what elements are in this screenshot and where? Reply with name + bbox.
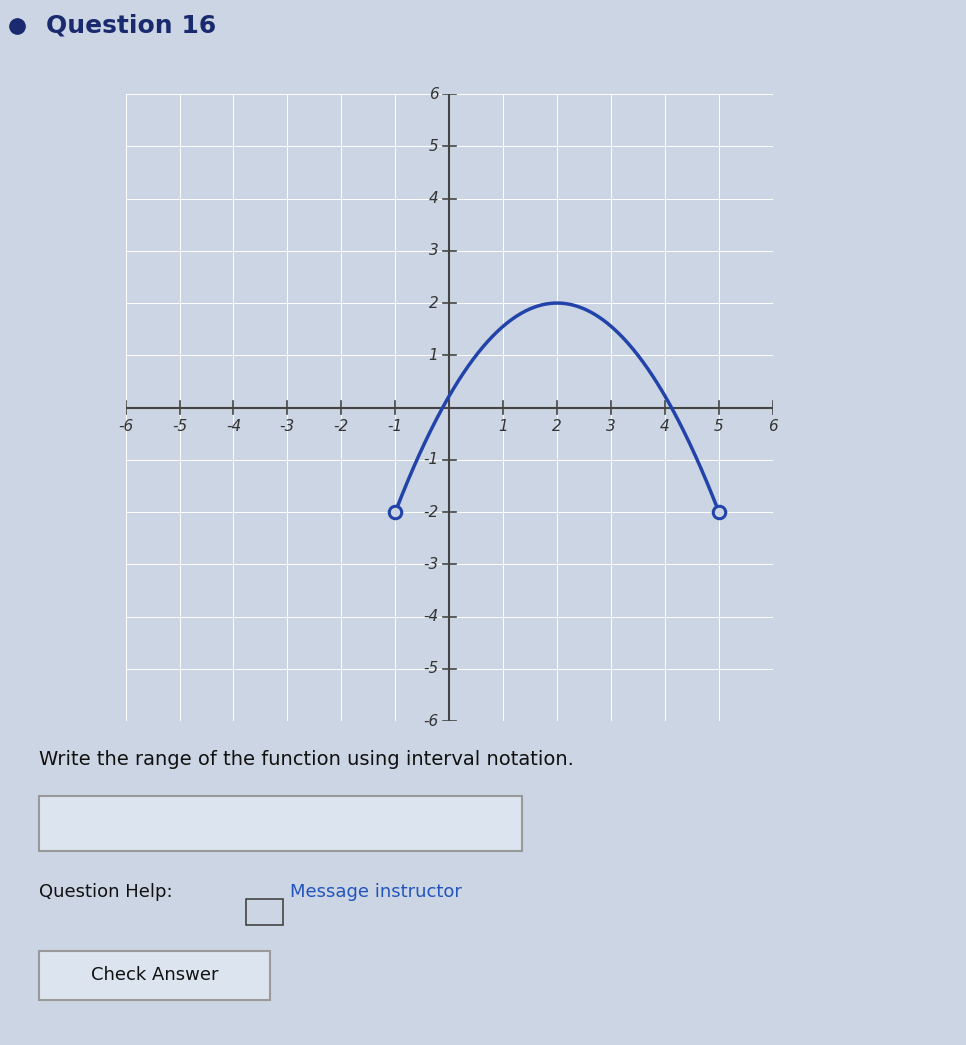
Text: 6: 6 <box>429 87 439 101</box>
Text: 4: 4 <box>429 191 439 206</box>
Text: 3: 3 <box>429 243 439 258</box>
Text: -4: -4 <box>226 419 242 434</box>
Text: 2: 2 <box>553 419 562 434</box>
Text: -6: -6 <box>423 714 439 728</box>
FancyBboxPatch shape <box>39 795 522 851</box>
Text: -5: -5 <box>423 661 439 676</box>
Text: -4: -4 <box>423 609 439 624</box>
Text: 2: 2 <box>429 296 439 310</box>
Text: 1: 1 <box>429 348 439 363</box>
Text: Write the range of the function using interval notation.: Write the range of the function using in… <box>39 750 574 769</box>
FancyBboxPatch shape <box>39 951 270 1000</box>
Text: -3: -3 <box>280 419 295 434</box>
Text: 1: 1 <box>498 419 508 434</box>
Text: -5: -5 <box>172 419 187 434</box>
Text: 4: 4 <box>660 419 669 434</box>
Text: -6: -6 <box>118 419 133 434</box>
Text: -1: -1 <box>423 452 439 467</box>
Text: -2: -2 <box>333 419 349 434</box>
Text: -1: -1 <box>387 419 403 434</box>
Text: -3: -3 <box>423 557 439 572</box>
Text: 5: 5 <box>429 139 439 154</box>
Text: -2: -2 <box>423 505 439 519</box>
Text: 5: 5 <box>714 419 724 434</box>
Text: Check Answer: Check Answer <box>91 967 218 984</box>
Text: Question Help:: Question Help: <box>39 883 172 901</box>
Text: 3: 3 <box>606 419 616 434</box>
Text: Question 16: Question 16 <box>46 14 216 38</box>
Text: Message instructor: Message instructor <box>290 883 462 901</box>
Text: 6: 6 <box>768 419 778 434</box>
